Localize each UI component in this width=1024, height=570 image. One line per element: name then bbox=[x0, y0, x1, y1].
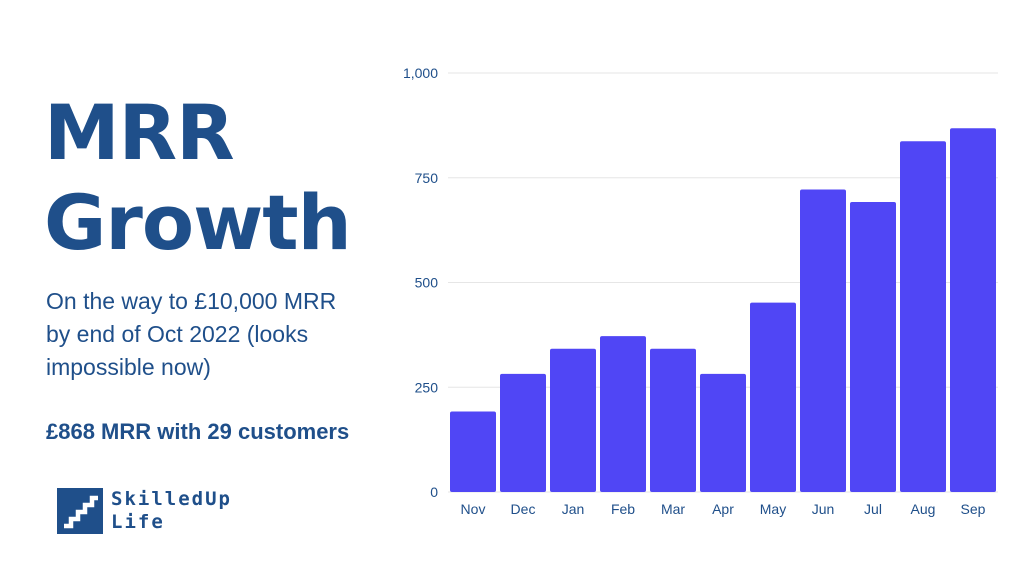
bar-sep bbox=[950, 128, 996, 493]
y-tick-label: 750 bbox=[415, 170, 439, 186]
bar-feb bbox=[600, 336, 646, 492]
y-tick-label: 0 bbox=[430, 484, 438, 500]
bar-apr bbox=[700, 373, 746, 492]
stairs-icon bbox=[57, 488, 103, 534]
brand-line-2: Life bbox=[111, 511, 165, 533]
x-tick-label: Feb bbox=[611, 501, 635, 517]
x-tick-label: Sep bbox=[961, 501, 986, 517]
subtitle: On the way to £10,000 MRR by end of Oct … bbox=[46, 288, 337, 380]
y-tick-label: 1,000 bbox=[403, 65, 438, 81]
bar-mar bbox=[650, 348, 696, 492]
x-tick-label: Nov bbox=[461, 501, 486, 517]
y-tick-label: 250 bbox=[415, 379, 439, 395]
x-tick-label: Dec bbox=[511, 501, 536, 517]
mrr-bar-chart: 0 250 500 750 1,000 Nov Dec Jan Feb Mar Apr May Jun J… bbox=[403, 65, 998, 517]
x-tick-label: Jul bbox=[864, 501, 882, 517]
x-tick-label: Jan bbox=[562, 501, 585, 517]
brand-name: SkilledUp Life bbox=[111, 488, 232, 534]
brand-line-1: SkilledUp bbox=[111, 488, 232, 510]
x-tick-label: May bbox=[760, 501, 786, 517]
bar-jul bbox=[850, 202, 896, 492]
title-line-2: Growth bbox=[44, 178, 352, 267]
bar-may bbox=[750, 302, 796, 492]
x-tick-label: Aug bbox=[911, 501, 936, 517]
page-title: MRR Growth bbox=[44, 88, 352, 268]
bar-dec bbox=[500, 373, 546, 492]
title-line-1: MRR bbox=[44, 88, 235, 177]
bar-aug bbox=[900, 141, 946, 492]
x-tick-label: Apr bbox=[712, 501, 734, 517]
x-tick-label: Mar bbox=[661, 501, 685, 517]
bar-jun bbox=[800, 189, 846, 492]
x-tick-label: Jun bbox=[812, 501, 835, 517]
brand-logo: SkilledUp Life bbox=[57, 488, 232, 534]
y-tick-label: 500 bbox=[415, 275, 439, 291]
mrr-summary: £868 MRR with 29 customers bbox=[46, 419, 350, 444]
bar-jan bbox=[550, 348, 596, 492]
bar-nov bbox=[450, 411, 496, 492]
